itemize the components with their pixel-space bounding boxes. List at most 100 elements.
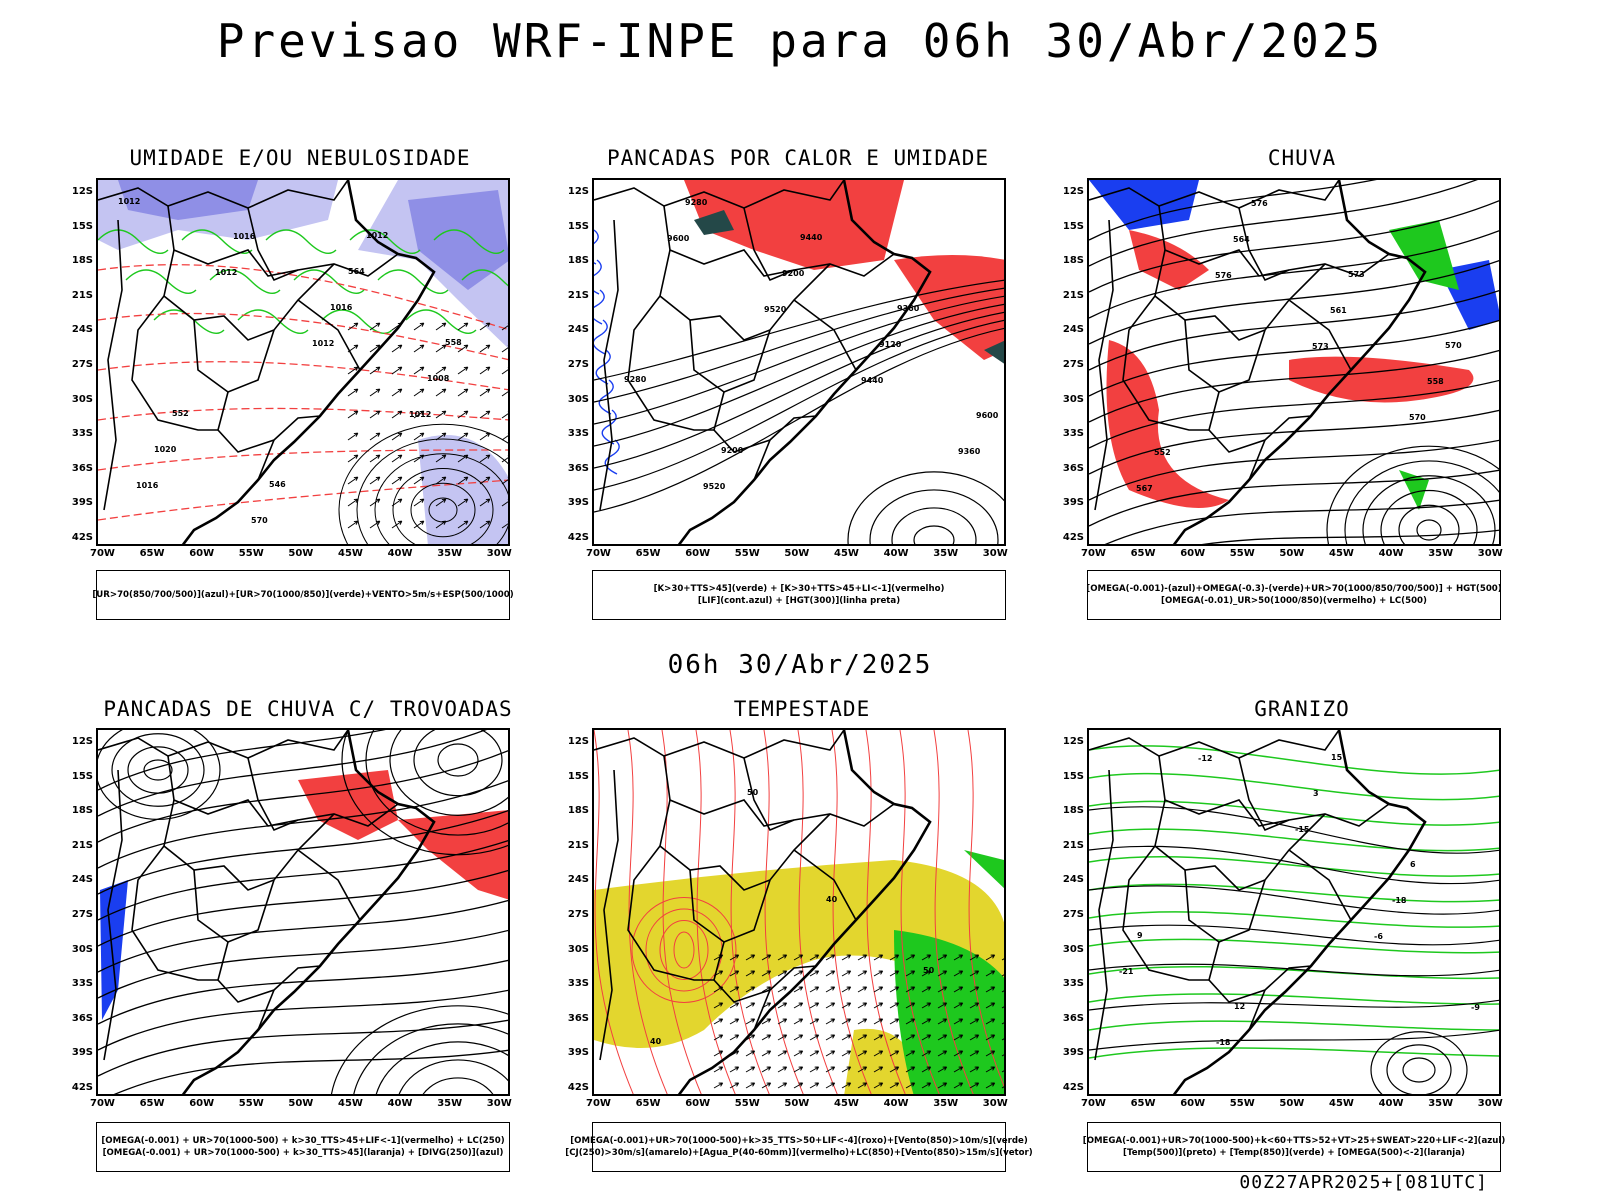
wind-vector: [479, 410, 491, 419]
wind-vector: [889, 1066, 900, 1073]
lon-label: 60W: [1180, 548, 1206, 559]
wind-vector: [921, 954, 932, 961]
lon-label: 65W: [1130, 548, 1156, 559]
page-title: Previsao WRF-INPE para 06h 30/Abr/2025: [216, 14, 1384, 68]
lon-label: 60W: [189, 548, 215, 559]
state-border: [98, 180, 349, 209]
wind-vector: [937, 1034, 948, 1041]
lifted-index-contour: [604, 439, 620, 475]
temp500-contour: [1089, 999, 1499, 1011]
lon-label: 70W: [1081, 548, 1106, 559]
state-border: [1158, 205, 1290, 277]
temp850-contour: [1089, 965, 1499, 980]
wind-vector: [479, 498, 491, 507]
lat-label: 18S: [71, 805, 93, 817]
contour-label: 9360: [897, 304, 920, 313]
wind-vector: [501, 389, 508, 397]
lon-label: 65W: [635, 548, 661, 559]
lon-label: 55W: [734, 1098, 760, 1109]
streamline: [98, 839, 508, 921]
wind-vector: [1001, 990, 1004, 993]
wind-vector: [479, 476, 491, 485]
wind-vector: [841, 1082, 852, 1089]
temp500-contour: [1089, 885, 1499, 915]
lat-label: 24S: [71, 874, 93, 886]
lat-label: 39S: [1062, 497, 1084, 509]
wind-vector: [889, 1018, 900, 1025]
state-border: [163, 249, 335, 341]
hgt300-contour: [594, 319, 1004, 491]
wind-vector: [841, 1034, 852, 1041]
wind-vector: [413, 476, 425, 485]
wind-vector: [793, 970, 804, 977]
legend-line: [K>30+TTS>45](verde) + [K>30+TTS>45+LI<-…: [653, 584, 945, 594]
wind-vector: [413, 498, 425, 507]
lat-label: 33S: [1062, 428, 1084, 440]
wind-vector: [825, 986, 836, 993]
streamline: [1089, 180, 1377, 241]
lifted-index-contour: [598, 379, 614, 415]
lat-label: 21S: [567, 289, 589, 301]
wind-vector: [793, 1066, 804, 1073]
map-panel-tempestade: 40 50 40 50: [592, 728, 1006, 1096]
state-border: [297, 849, 361, 921]
state-border: [753, 989, 771, 1031]
contour-line: [127, 746, 189, 794]
contour-line: [1326, 445, 1499, 544]
contour-line: [847, 471, 1004, 544]
contour-line: [1370, 1031, 1468, 1094]
contour-label: 9280: [624, 375, 647, 384]
instability-dark: [984, 340, 1004, 364]
temp850-contour: [1089, 883, 1499, 903]
streamline: [98, 869, 508, 947]
lat-label: 12S: [567, 186, 589, 197]
wind-vector: [1001, 1070, 1004, 1073]
wind-vector: [745, 954, 756, 961]
wind-vector: [761, 954, 772, 961]
wind-vector: [347, 432, 359, 441]
contour-label: 9600: [667, 234, 690, 243]
state-border: [1248, 989, 1266, 1031]
lon-label: 45W: [1329, 1098, 1354, 1109]
state-border: [1288, 849, 1352, 921]
state-border: [1094, 769, 1114, 1061]
lon-label: 45W: [834, 1098, 859, 1109]
lat-label: 36S: [1062, 1012, 1084, 1024]
contour-label: 9600: [976, 411, 999, 420]
lon-label: 45W: [1329, 548, 1354, 559]
wind-vector: [841, 1050, 852, 1057]
lat-label: 18S: [71, 255, 93, 267]
precip-water-contour: [594, 730, 634, 1094]
wind-vector: [347, 476, 359, 485]
wind-vector: [745, 1082, 756, 1089]
lon-label: 30W: [982, 1098, 1008, 1109]
legend-chuva: [OMEGA(-0.001)-(azul)+OMEGA(-0.3)-(verde…: [1086, 570, 1502, 620]
run-id-footer: 00Z27APR2025+[081UTC]: [1239, 1172, 1488, 1193]
wind-vector: [369, 454, 381, 463]
wind-vector: [457, 344, 469, 353]
lon-label: 55W: [1229, 548, 1255, 559]
precip-water-contour: [627, 730, 668, 1094]
coastline: [1172, 180, 1427, 544]
streamline: [1089, 200, 1499, 293]
wind-vector: [347, 520, 359, 529]
panel-title-pancadas_calor: PANCADAS POR CALOR E UMIDADE: [606, 146, 989, 170]
wind-vector: [413, 520, 425, 529]
contour-line: [659, 920, 709, 980]
wind-vector: [713, 1018, 724, 1025]
wind-vector: [413, 410, 425, 419]
contour-line: [410, 482, 476, 538]
wind-vector: [873, 1082, 884, 1089]
state-border: [1122, 845, 1209, 981]
wind-vector: [857, 970, 868, 977]
contour-label: 552: [172, 409, 189, 418]
state-border: [1158, 755, 1290, 827]
wind-vector: [777, 1018, 788, 1025]
lon-label: 35W: [437, 548, 463, 559]
wind-vector: [413, 432, 425, 441]
contour-line: [422, 1077, 494, 1094]
wind-vector: [905, 1066, 916, 1073]
wind-vector: [809, 1050, 820, 1057]
wind-vector: [745, 1018, 756, 1025]
contour-line: [330, 1005, 508, 1094]
